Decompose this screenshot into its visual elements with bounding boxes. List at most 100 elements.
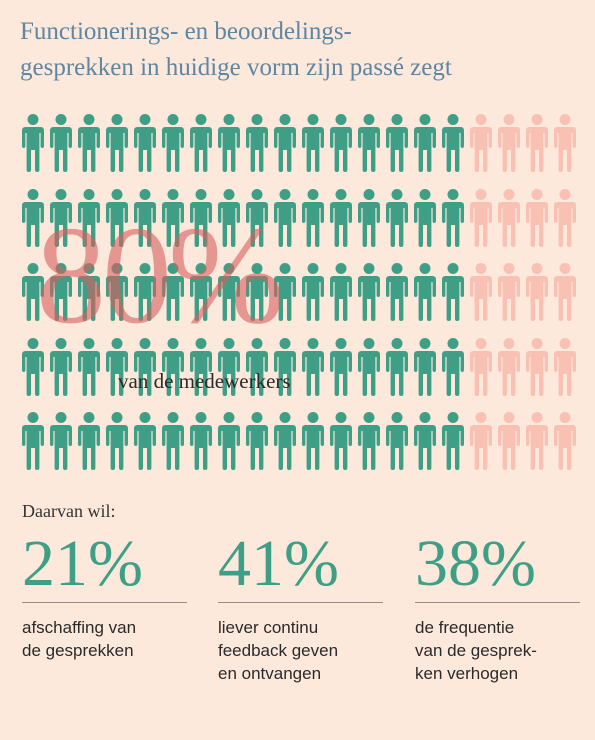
- person-icon: [330, 114, 352, 172]
- person-icon: [78, 188, 100, 247]
- person-icon: [554, 263, 576, 321]
- headline-percentage: 80%: [36, 198, 285, 353]
- person-icon: [162, 412, 184, 470]
- person-icon: [526, 114, 548, 172]
- person-icon: [246, 188, 268, 247]
- person-icon: [246, 114, 268, 172]
- person-icon: [526, 188, 548, 247]
- stat-divider: [415, 602, 580, 603]
- person-icon: [330, 188, 352, 247]
- person-icon: [274, 337, 296, 396]
- person-icon: [470, 412, 492, 470]
- person-icon: [22, 114, 44, 172]
- person-icon: [134, 263, 156, 321]
- stat-block-abolish: 21% afschaffing van de gesprekken: [22, 528, 187, 662]
- person-icon: [470, 114, 492, 172]
- person-icon: [358, 114, 380, 172]
- person-icon: [358, 337, 380, 396]
- person-icon: [162, 337, 184, 396]
- person-icon: [50, 337, 72, 396]
- person-icon: [162, 188, 184, 247]
- person-icon: [78, 412, 100, 470]
- person-icon: [22, 412, 44, 470]
- headline-subject: van de medewerkers: [118, 369, 291, 393]
- person-icon: [302, 263, 324, 321]
- person-icon: [330, 263, 352, 321]
- person-icon: [442, 114, 464, 172]
- person-icon: [526, 263, 548, 321]
- person-icon: [134, 337, 156, 396]
- person-icon: [330, 337, 352, 396]
- stat-description: liever continu feedback geven en ontvang…: [218, 618, 339, 683]
- stat-percentage: 38%: [415, 527, 536, 600]
- person-icon: [274, 188, 296, 247]
- person-icon: [22, 263, 44, 321]
- person-icon: [498, 263, 520, 321]
- person-icon: [190, 188, 212, 247]
- title-line-1: Functionerings- en beoordelings-: [20, 18, 352, 45]
- person-icon: [302, 114, 324, 172]
- person-icon: [190, 263, 212, 321]
- person-icon: [330, 412, 352, 470]
- person-icon: [50, 412, 72, 470]
- person-icon: [190, 412, 212, 470]
- stat-description: de frequentie van de gesprek- ken verhog…: [415, 618, 537, 683]
- person-icon: [50, 114, 72, 172]
- person-icon: [498, 337, 520, 396]
- person-icon: [106, 188, 128, 247]
- person-icon: [162, 263, 184, 321]
- person-icon: [22, 188, 44, 247]
- person-icon: [414, 412, 436, 470]
- person-icon: [218, 337, 240, 396]
- stat-block-frequency: 38% de frequentie van de gesprek- ken ve…: [415, 528, 580, 685]
- stat-description: afschaffing van de gesprekken: [22, 618, 137, 660]
- person-icon: [218, 188, 240, 247]
- person-icon: [526, 412, 548, 470]
- person-icon: [302, 412, 324, 470]
- person-icon: [414, 114, 436, 172]
- person-icon: [414, 337, 436, 396]
- person-icon: [162, 114, 184, 172]
- person-icon: [106, 114, 128, 172]
- intro-text: Daarvan wil:: [22, 501, 116, 521]
- person-icon: [190, 337, 212, 396]
- stat-percentage: 21%: [22, 527, 143, 600]
- person-icon: [386, 337, 408, 396]
- person-icon: [554, 337, 576, 396]
- person-icon: [218, 412, 240, 470]
- person-icon: [442, 263, 464, 321]
- person-icon: [78, 114, 100, 172]
- stat-block-continuous-feedback: 41% liever continu feedback geven en ont…: [218, 528, 383, 685]
- person-icon: [134, 114, 156, 172]
- person-icon: [554, 412, 576, 470]
- person-icon: [386, 114, 408, 172]
- person-icon: [358, 263, 380, 321]
- person-icon: [554, 188, 576, 247]
- person-icon: [386, 412, 408, 470]
- person-icon: [106, 263, 128, 321]
- stat-percentage: 41%: [218, 527, 339, 600]
- person-icon: [78, 337, 100, 396]
- person-icon: [386, 188, 408, 247]
- person-icon: [358, 188, 380, 247]
- person-icon: [470, 337, 492, 396]
- person-icon: [554, 114, 576, 172]
- person-icon: [246, 337, 268, 396]
- person-icon: [190, 114, 212, 172]
- stat-divider: [22, 602, 187, 603]
- person-icon: [106, 412, 128, 470]
- person-icon: [386, 263, 408, 321]
- person-icon: [470, 263, 492, 321]
- person-icon: [274, 412, 296, 470]
- person-icon: [442, 412, 464, 470]
- person-icon: [302, 188, 324, 247]
- person-icon: [414, 188, 436, 247]
- title-line-2: gesprekken in huidige vorm zijn passé ze…: [20, 54, 452, 81]
- person-icon: [498, 114, 520, 172]
- person-icon: [106, 337, 128, 396]
- person-icon: [134, 412, 156, 470]
- person-icon: [302, 337, 324, 396]
- person-icon: [358, 412, 380, 470]
- person-icon: [218, 263, 240, 321]
- person-icon: [414, 263, 436, 321]
